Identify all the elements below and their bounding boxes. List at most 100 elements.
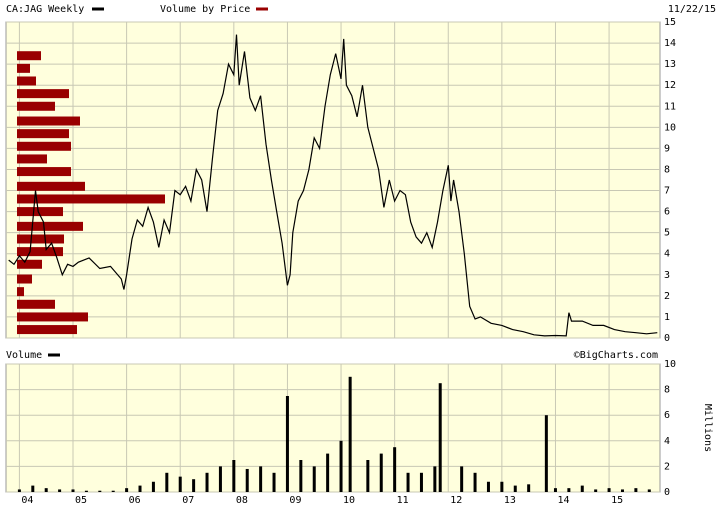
y-tick-label: 8 (664, 164, 670, 175)
y-tick-label: 4 (664, 436, 670, 447)
volume-by-price-bar (17, 325, 77, 335)
volume-bar (58, 489, 62, 492)
volume-bar (634, 488, 638, 492)
volume-bar (500, 481, 504, 492)
volume-bar (17, 489, 21, 492)
volume-by-price-bar (17, 274, 32, 284)
y-tick-label: 0 (664, 333, 670, 344)
volume-by-price-bar (17, 101, 55, 111)
volume-bar (580, 485, 584, 492)
y-tick-label: 9 (664, 143, 670, 154)
volume-bar (285, 396, 289, 492)
y-tick-label: 4 (664, 249, 670, 260)
y-tick-label: 12 (664, 80, 676, 91)
y-tick-label: 10 (664, 359, 676, 370)
volume-bar (259, 466, 263, 492)
volume-bar (460, 466, 464, 492)
y-tick-label: 0 (664, 487, 670, 498)
y-tick-label: 6 (664, 207, 670, 218)
y-tick-label: 7 (664, 186, 670, 197)
volume-bar (486, 481, 490, 492)
y-tick-label: 3 (664, 270, 670, 281)
volume-bar (151, 481, 155, 492)
volume-bar (379, 453, 383, 492)
volume-bar (111, 490, 115, 492)
y-tick-label: 2 (664, 291, 670, 302)
x-tick-label: 04 (21, 495, 33, 506)
volume-by-price-bar (17, 154, 47, 164)
volume-by-price-bar (17, 116, 80, 126)
volume-by-price-bar (17, 141, 71, 151)
volume-bar (647, 489, 651, 492)
y-tick-label: 14 (664, 38, 676, 49)
y-tick-label: 8 (664, 385, 670, 396)
volume-bar (326, 453, 330, 492)
volume-bar (31, 485, 35, 492)
volume-bar (433, 466, 437, 492)
volume-bar (339, 440, 343, 492)
y-tick-label: 5 (664, 228, 670, 239)
volume-bar (567, 488, 571, 492)
volume-by-price-bar (17, 221, 83, 231)
x-tick-label: 05 (75, 495, 87, 506)
volume-panel (5, 363, 661, 493)
volume-by-price-bar (17, 167, 71, 177)
volume-bar (312, 466, 316, 492)
volume-bar (406, 472, 410, 492)
volume-bar (438, 383, 442, 492)
y-tick-label: 1 (664, 312, 670, 323)
volume-bar (272, 472, 276, 492)
volume-by-price-bar (17, 259, 42, 269)
x-tick-label: 10 (343, 495, 355, 506)
y-tick-label: 15 (664, 17, 676, 28)
volume-bar (165, 472, 169, 492)
volume-by-price-bar (17, 76, 36, 86)
y-tick-label: 13 (664, 59, 676, 70)
volume-by-price-bar (17, 129, 69, 139)
volume-bar (205, 472, 209, 492)
volume-bar (125, 488, 129, 492)
volume-bar (419, 472, 423, 492)
legend-vbp: Volume by Price (160, 4, 250, 15)
volume-bar (98, 490, 102, 492)
volume-by-price-bar (17, 207, 63, 217)
x-tick-label: 14 (557, 495, 569, 506)
volume-bar (84, 490, 88, 492)
y-tick-label: 10 (664, 122, 676, 133)
volume-bar (218, 466, 222, 492)
volume-bar (245, 468, 249, 492)
volume-by-price-bar (17, 299, 55, 309)
volume-bar (553, 488, 557, 492)
volume-bar (620, 489, 624, 492)
volume-bar (527, 484, 531, 492)
volume-bar (544, 415, 548, 492)
volume-bar (594, 489, 598, 492)
volume-by-price-bar (17, 247, 63, 257)
y-tick-label: 6 (664, 410, 670, 421)
volume-by-price-bar (17, 51, 41, 61)
volume-bar (178, 476, 182, 492)
volume-by-price-bar (17, 194, 165, 204)
legend-volume: Volume (6, 350, 42, 361)
volume-by-price-bar (17, 312, 88, 322)
volume-bar (366, 460, 370, 492)
volume-by-price-bar (17, 287, 24, 297)
price-line (8, 34, 658, 337)
volume-bar (138, 485, 142, 492)
x-tick-label: 09 (289, 495, 301, 506)
volume-bar (348, 376, 352, 492)
volume-by-price-bar (17, 181, 85, 191)
y-axis-label: Millions (702, 404, 713, 452)
volume-bar (473, 472, 477, 492)
y-tick-label: 2 (664, 461, 670, 472)
volume-bar (607, 488, 611, 492)
watermark: ©BigCharts.com (574, 350, 658, 361)
volume-by-price-bar (17, 234, 64, 244)
legend-price: CA:JAG Weekly (6, 4, 84, 15)
x-tick-label: 15 (611, 495, 623, 506)
volume-bar (44, 488, 48, 492)
x-tick-label: 08 (236, 495, 248, 506)
volume-bar (71, 489, 75, 492)
